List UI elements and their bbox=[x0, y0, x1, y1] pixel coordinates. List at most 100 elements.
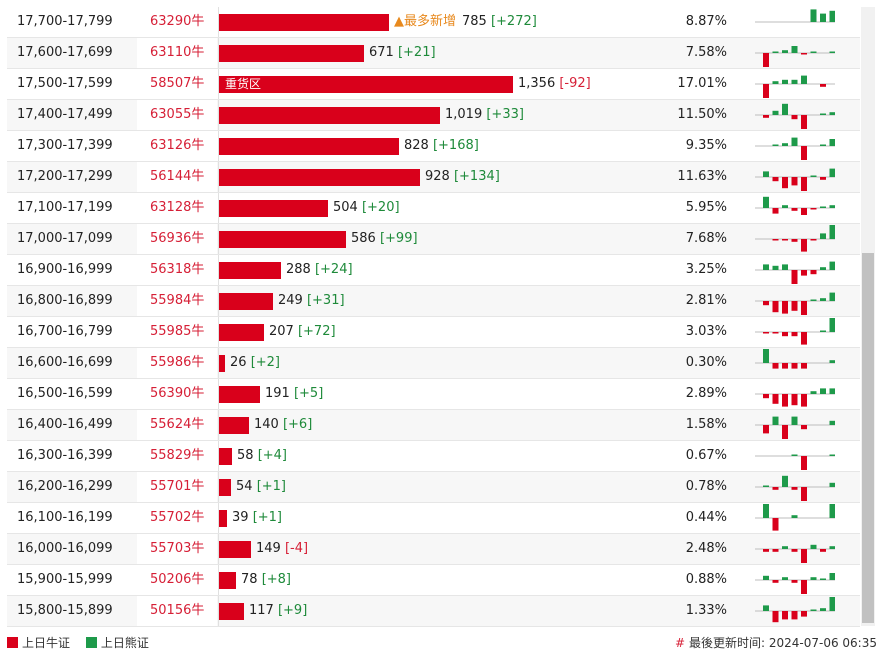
warrant-code[interactable]: 55829牛 bbox=[137, 441, 217, 471]
warrant-code[interactable]: 56144牛 bbox=[137, 162, 217, 192]
bar-cell: 586 [+99] bbox=[218, 224, 699, 254]
sparkline-bar bbox=[782, 475, 788, 487]
volume-value: 928 bbox=[425, 169, 450, 184]
sparkline-bar bbox=[763, 171, 769, 177]
sparkline-bar bbox=[772, 177, 779, 182]
bar-label: 671 [+21] bbox=[369, 38, 436, 68]
sparkline-bar bbox=[772, 363, 779, 369]
sparkline bbox=[755, 193, 835, 223]
percentage: 8.87% bbox=[685, 14, 727, 29]
sparkline bbox=[755, 69, 835, 99]
warrant-code[interactable]: 50206牛 bbox=[137, 565, 217, 595]
sparkline-bar bbox=[791, 46, 798, 53]
bar-label: 191 [+5] bbox=[265, 379, 323, 409]
sparkline-bar bbox=[829, 318, 835, 332]
warrant-code[interactable]: 56318牛 bbox=[137, 255, 217, 285]
sparkline-bar bbox=[772, 110, 779, 115]
volume-change: [+168] bbox=[432, 138, 479, 153]
sparkline-bar bbox=[772, 301, 779, 313]
sparkline-bar bbox=[772, 332, 779, 334]
warrant-code[interactable]: 56390牛 bbox=[137, 379, 217, 409]
volume-value: 1,356 bbox=[518, 76, 556, 91]
sparkline-bar bbox=[820, 206, 826, 208]
table-row: 16,500-16,599 56390牛 191 [+5] 2.89% bbox=[7, 379, 860, 410]
percentage: 11.63% bbox=[677, 169, 727, 184]
sparkline-bar bbox=[829, 225, 835, 239]
sparkline-bar bbox=[801, 611, 807, 617]
sparkline-bar bbox=[782, 577, 788, 580]
warrant-code[interactable]: 55986牛 bbox=[137, 348, 217, 378]
sparkline bbox=[755, 472, 835, 502]
sparkline-bar bbox=[801, 75, 807, 84]
sparkline-bar bbox=[810, 270, 817, 275]
scrollbar-thumb[interactable] bbox=[862, 253, 874, 623]
sparkline-bar bbox=[791, 487, 798, 490]
distribution-table: 17,700-17,799 63290牛 ▲最多新增 785 [+272] 8.87% 1… bbox=[7, 7, 860, 627]
sparkline-bar bbox=[772, 144, 779, 146]
percentage: 0.44% bbox=[685, 510, 727, 525]
percentage: 3.25% bbox=[685, 262, 727, 277]
sparkline-bar bbox=[810, 577, 817, 580]
sparkline-bar bbox=[810, 51, 817, 53]
bar-cell: 207 [+72] bbox=[218, 317, 699, 347]
sparkline-bar bbox=[772, 611, 779, 623]
sparkline-bar bbox=[763, 394, 769, 399]
bar-cell: 140 [+6] bbox=[218, 410, 699, 440]
last-update: # 最後更新时间: 2024-07-06 06:35 bbox=[675, 634, 877, 652]
sparkline-svg bbox=[755, 9, 835, 23]
warrant-code[interactable]: 55701牛 bbox=[137, 472, 217, 502]
bar-cell: 149 [-4] bbox=[218, 534, 699, 564]
sparkline-bar bbox=[772, 580, 779, 583]
price-range: 15,800-15,899 bbox=[17, 603, 113, 618]
table-row: 17,200-17,299 56144牛 928 [+134] 11.63% bbox=[7, 162, 860, 193]
bar-cell: 288 [+24] bbox=[218, 255, 699, 285]
sparkline-bar bbox=[810, 239, 817, 241]
warrant-code[interactable]: 58507牛 bbox=[137, 69, 217, 99]
sparkline-bar bbox=[829, 454, 835, 456]
volume-value: 288 bbox=[286, 262, 311, 277]
sparkline-bar bbox=[772, 239, 779, 241]
warrant-code[interactable]: 55702牛 bbox=[137, 503, 217, 533]
warrant-code[interactable]: 55984牛 bbox=[137, 286, 217, 316]
price-range: 17,300-17,399 bbox=[17, 138, 113, 153]
sparkline-bar bbox=[801, 332, 807, 345]
sparkline-bar bbox=[772, 394, 779, 404]
volume-bar bbox=[219, 386, 260, 403]
warrant-code[interactable]: 50156牛 bbox=[137, 596, 217, 626]
sparkline-bar bbox=[782, 205, 788, 208]
bar-cell: 重货区 1,356 [-92] bbox=[218, 69, 699, 99]
warrant-code[interactable]: 55624牛 bbox=[137, 410, 217, 440]
sparkline-bar bbox=[829, 51, 835, 53]
warrant-code[interactable]: 63290牛 bbox=[137, 7, 217, 37]
volume-value: 58 bbox=[237, 448, 254, 463]
volume-value: 26 bbox=[230, 355, 247, 370]
sparkline-bar bbox=[829, 139, 835, 146]
warrant-code[interactable]: 63055牛 bbox=[137, 100, 217, 130]
percentage: 1.58% bbox=[685, 417, 727, 432]
sparkline-bar bbox=[820, 388, 826, 394]
volume-value: 504 bbox=[333, 200, 358, 215]
warrant-code[interactable]: 63128牛 bbox=[137, 193, 217, 223]
percentage: 17.01% bbox=[677, 76, 727, 91]
warrant-code[interactable]: 63126牛 bbox=[137, 131, 217, 161]
table-row: 17,400-17,499 63055牛 1,019 [+33] 11.50% bbox=[7, 100, 860, 131]
volume-bar bbox=[219, 293, 273, 310]
bull-swatch bbox=[7, 637, 18, 648]
volume-change: [+99] bbox=[379, 231, 418, 246]
sparkline-svg bbox=[755, 388, 835, 407]
price-range: 16,800-16,899 bbox=[17, 293, 113, 308]
sparkline-bar bbox=[772, 51, 779, 53]
sparkline-bar bbox=[820, 608, 826, 611]
table-row: 16,400-16,499 55624牛 140 [+6] 1.58% bbox=[7, 410, 860, 441]
sparkline-bar bbox=[810, 175, 817, 177]
sparkline-bar bbox=[801, 115, 807, 129]
sparkline-bar bbox=[801, 580, 807, 594]
sparkline-bar bbox=[820, 177, 826, 180]
sparkline-bar bbox=[791, 115, 798, 120]
sparkline-bar bbox=[810, 609, 817, 611]
sparkline-bar bbox=[782, 611, 788, 620]
warrant-code[interactable]: 56936牛 bbox=[137, 224, 217, 254]
warrant-code[interactable]: 63110牛 bbox=[137, 38, 217, 68]
warrant-code[interactable]: 55985牛 bbox=[137, 317, 217, 347]
warrant-code[interactable]: 55703牛 bbox=[137, 534, 217, 564]
